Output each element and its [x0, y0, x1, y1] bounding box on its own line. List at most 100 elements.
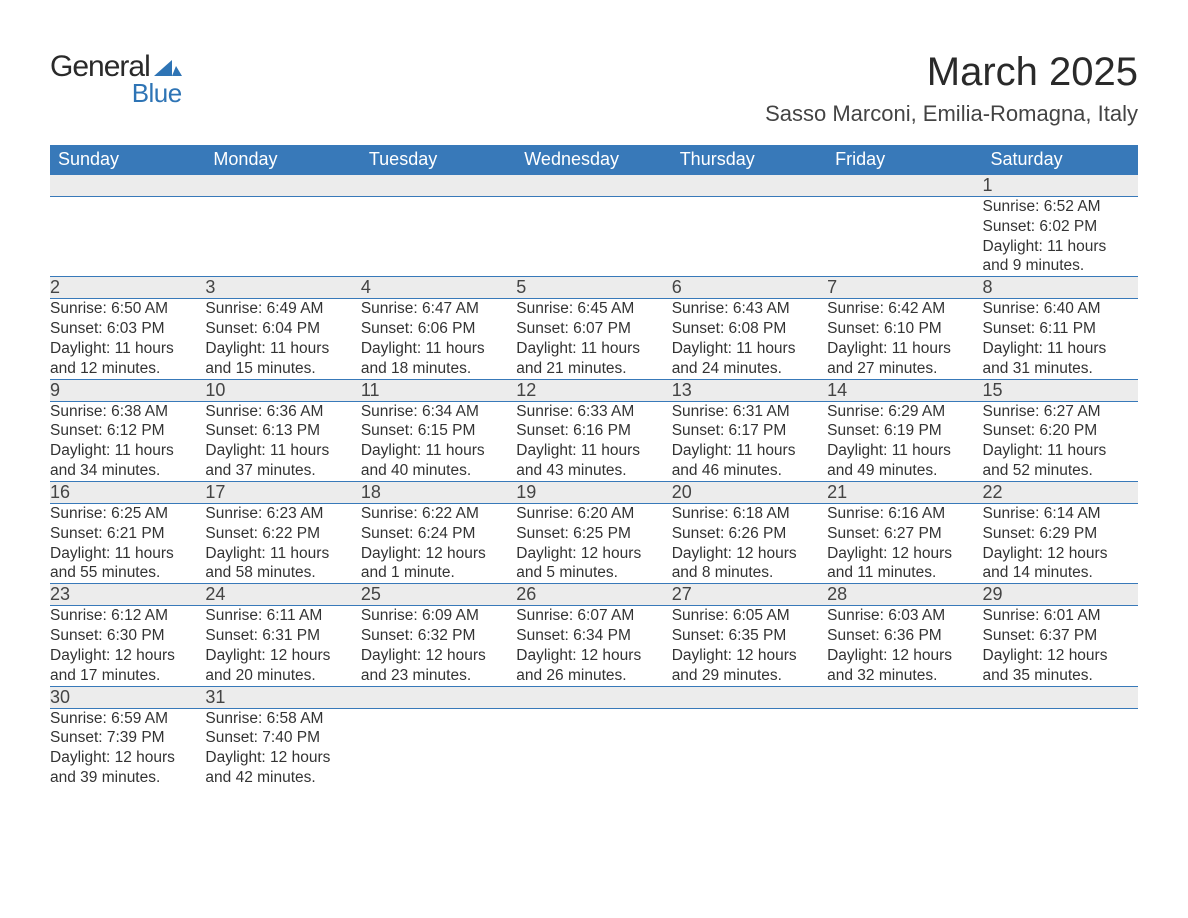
- sunrise-text: Sunrise: 6:25 AM: [50, 504, 205, 524]
- day-number: 27: [672, 584, 827, 606]
- sunrise-text: Sunrise: 6:05 AM: [672, 606, 827, 626]
- sunrise-text: Sunrise: 6:29 AM: [827, 402, 982, 422]
- day-number: 13: [672, 379, 827, 401]
- day-number: [50, 175, 205, 197]
- sunset-text: Sunset: 6:36 PM: [827, 626, 982, 646]
- daylight-text: and 1 minute.: [361, 563, 516, 583]
- sunrise-text: Sunrise: 6:23 AM: [205, 504, 360, 524]
- day-cell: Sunrise: 6:34 AMSunset: 6:15 PMDaylight:…: [361, 401, 516, 481]
- daylight-text: Daylight: 12 hours: [361, 646, 516, 666]
- sunrise-text: Sunrise: 6:34 AM: [361, 402, 516, 422]
- day-cell: Sunrise: 6:09 AMSunset: 6:32 PMDaylight:…: [361, 606, 516, 686]
- weekday-header: Tuesday: [361, 145, 516, 175]
- daylight-text: and 29 minutes.: [672, 666, 827, 686]
- sunset-text: Sunset: 6:03 PM: [50, 319, 205, 339]
- day-cell: Sunrise: 6:27 AMSunset: 6:20 PMDaylight:…: [983, 401, 1138, 481]
- sunrise-text: Sunrise: 6:42 AM: [827, 299, 982, 319]
- day-cell: [827, 197, 982, 277]
- daynum-row: 16171819202122: [50, 481, 1138, 503]
- sunset-text: Sunset: 6:30 PM: [50, 626, 205, 646]
- sunset-text: Sunset: 6:20 PM: [983, 421, 1138, 441]
- daylight-text: and 17 minutes.: [50, 666, 205, 686]
- day-number: 5: [516, 277, 671, 299]
- day-number: 4: [361, 277, 516, 299]
- sunset-text: Sunset: 6:08 PM: [672, 319, 827, 339]
- day-number: 3: [205, 277, 360, 299]
- daylight-text: Daylight: 11 hours: [205, 339, 360, 359]
- daylight-text: and 18 minutes.: [361, 359, 516, 379]
- sunrise-text: Sunrise: 6:03 AM: [827, 606, 982, 626]
- day-number: 20: [672, 481, 827, 503]
- day-cell: [983, 708, 1138, 788]
- sunset-text: Sunset: 6:21 PM: [50, 524, 205, 544]
- day-number: 26: [516, 584, 671, 606]
- day-cell: [516, 197, 671, 277]
- sunrise-text: Sunrise: 6:14 AM: [983, 504, 1138, 524]
- daylight-text: Daylight: 11 hours: [983, 237, 1138, 257]
- sunrise-text: Sunrise: 6:40 AM: [983, 299, 1138, 319]
- sunset-text: Sunset: 6:34 PM: [516, 626, 671, 646]
- sunrise-text: Sunrise: 6:27 AM: [983, 402, 1138, 422]
- day-number: 7: [827, 277, 982, 299]
- day-number: [361, 175, 516, 197]
- daylight-text: Daylight: 12 hours: [50, 646, 205, 666]
- day-cell: [50, 197, 205, 277]
- sunrise-text: Sunrise: 6:38 AM: [50, 402, 205, 422]
- sunrise-text: Sunrise: 6:50 AM: [50, 299, 205, 319]
- sunset-text: Sunset: 6:15 PM: [361, 421, 516, 441]
- day-cell: Sunrise: 6:58 AMSunset: 7:40 PMDaylight:…: [205, 708, 360, 788]
- sunset-text: Sunset: 6:16 PM: [516, 421, 671, 441]
- day-cell: Sunrise: 6:52 AMSunset: 6:02 PMDaylight:…: [983, 197, 1138, 277]
- sunset-text: Sunset: 6:06 PM: [361, 319, 516, 339]
- day-data-row: Sunrise: 6:12 AMSunset: 6:30 PMDaylight:…: [50, 606, 1138, 686]
- month-title: March 2025: [765, 50, 1138, 95]
- daylight-text: and 58 minutes.: [205, 563, 360, 583]
- day-cell: Sunrise: 6:22 AMSunset: 6:24 PMDaylight:…: [361, 503, 516, 583]
- daynum-row: 23242526272829: [50, 584, 1138, 606]
- day-cell: Sunrise: 6:05 AMSunset: 6:35 PMDaylight:…: [672, 606, 827, 686]
- brand-logo: General Blue: [50, 50, 182, 109]
- daylight-text: Daylight: 12 hours: [205, 646, 360, 666]
- day-number: [983, 686, 1138, 708]
- daylight-text: Daylight: 11 hours: [983, 441, 1138, 461]
- daylight-text: Daylight: 12 hours: [672, 544, 827, 564]
- daylight-text: Daylight: 11 hours: [361, 441, 516, 461]
- daylight-text: and 24 minutes.: [672, 359, 827, 379]
- brand-mark-icon: [154, 54, 182, 81]
- daylight-text: and 23 minutes.: [361, 666, 516, 686]
- weekday-header-row: Sunday Monday Tuesday Wednesday Thursday…: [50, 145, 1138, 175]
- daylight-text: Daylight: 11 hours: [983, 339, 1138, 359]
- sunset-text: Sunset: 6:37 PM: [983, 626, 1138, 646]
- sunset-text: Sunset: 6:04 PM: [205, 319, 360, 339]
- day-cell: Sunrise: 6:45 AMSunset: 6:07 PMDaylight:…: [516, 299, 671, 379]
- day-cell: Sunrise: 6:01 AMSunset: 6:37 PMDaylight:…: [983, 606, 1138, 686]
- sunset-text: Sunset: 6:13 PM: [205, 421, 360, 441]
- brand-blue: Blue: [112, 78, 182, 109]
- day-number: 18: [361, 481, 516, 503]
- daylight-text: Daylight: 11 hours: [516, 339, 671, 359]
- day-number: [827, 175, 982, 197]
- daylight-text: and 42 minutes.: [205, 768, 360, 788]
- sunset-text: Sunset: 6:12 PM: [50, 421, 205, 441]
- day-number: 29: [983, 584, 1138, 606]
- day-cell: Sunrise: 6:03 AMSunset: 6:36 PMDaylight:…: [827, 606, 982, 686]
- sunset-text: Sunset: 6:10 PM: [827, 319, 982, 339]
- day-data-row: Sunrise: 6:52 AMSunset: 6:02 PMDaylight:…: [50, 197, 1138, 277]
- day-cell: [827, 708, 982, 788]
- daynum-row: 3031: [50, 686, 1138, 708]
- daylight-text: and 52 minutes.: [983, 461, 1138, 481]
- daylight-text: and 5 minutes.: [516, 563, 671, 583]
- daylight-text: and 11 minutes.: [827, 563, 982, 583]
- daylight-text: Daylight: 11 hours: [205, 441, 360, 461]
- day-number: 28: [827, 584, 982, 606]
- day-number: 16: [50, 481, 205, 503]
- sunset-text: Sunset: 6:11 PM: [983, 319, 1138, 339]
- day-number: 12: [516, 379, 671, 401]
- sunrise-text: Sunrise: 6:16 AM: [827, 504, 982, 524]
- daylight-text: and 35 minutes.: [983, 666, 1138, 686]
- day-cell: Sunrise: 6:07 AMSunset: 6:34 PMDaylight:…: [516, 606, 671, 686]
- day-number: 31: [205, 686, 360, 708]
- sunset-text: Sunset: 6:26 PM: [672, 524, 827, 544]
- day-cell: [672, 197, 827, 277]
- daylight-text: Daylight: 12 hours: [516, 544, 671, 564]
